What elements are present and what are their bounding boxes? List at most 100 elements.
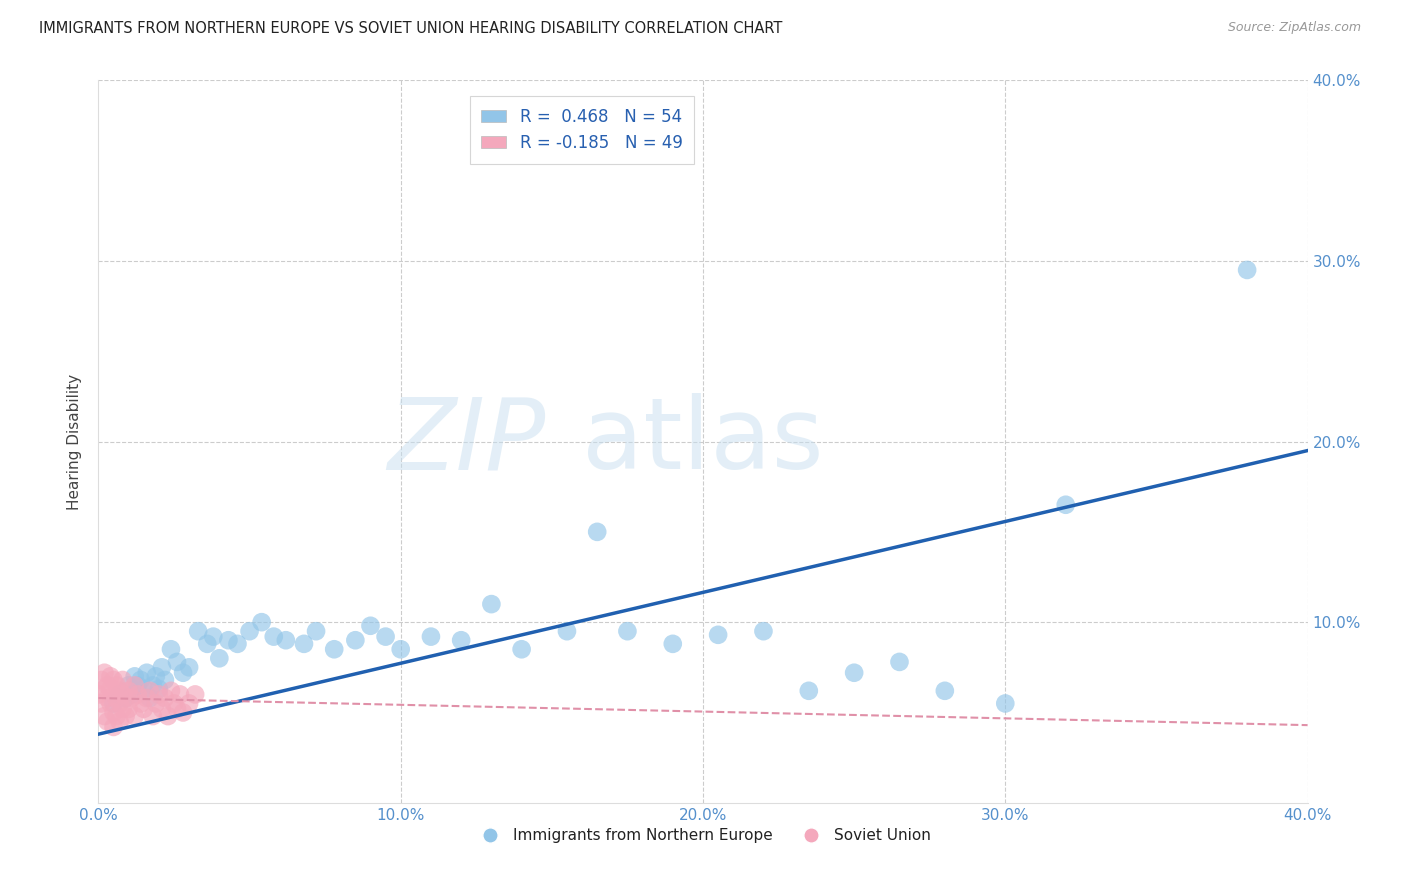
Point [844,665,866,680]
Point [111,687,134,701]
Point [156,709,179,723]
Point [305,624,328,639]
Point [90,673,112,687]
Text: IMMIGRANTS FROM NORTHERN EUROPE VS SOVIET UNION HEARING DISABILITY CORRELATION C: IMMIGRANTS FROM NORTHERN EUROPE VS SOVIE… [39,21,783,36]
Point [111,702,134,716]
Point [555,624,578,639]
Point [124,678,146,692]
Point [145,669,167,683]
Point [103,706,125,720]
Point [132,681,155,696]
Point [118,678,141,692]
Point [752,624,775,639]
Point [153,673,176,687]
Point [586,524,609,539]
Point [145,697,167,711]
Point [100,681,122,696]
Point [139,691,162,706]
Point [994,697,1017,711]
Point [1054,498,1077,512]
Point [114,709,136,723]
Point [111,673,134,687]
Point [127,687,149,701]
Point [114,691,136,706]
Point [105,709,128,723]
Point [103,673,125,687]
Text: Source: ZipAtlas.com: Source: ZipAtlas.com [1227,21,1361,34]
Point [90,697,112,711]
Point [108,683,131,698]
Point [889,655,911,669]
Point [179,697,201,711]
Point [153,691,176,706]
Point [208,651,231,665]
Point [202,630,225,644]
Point [160,683,183,698]
Point [93,681,115,696]
Point [179,660,201,674]
Point [150,702,173,716]
Point [226,637,249,651]
Point [96,691,118,706]
Point [121,687,143,701]
Point [148,681,170,696]
Point [707,628,730,642]
Point [135,691,157,706]
Point [103,697,125,711]
Point [450,633,472,648]
Point [96,678,118,692]
Point [323,642,346,657]
Point [187,624,209,639]
Text: ZIP: ZIP [388,393,546,490]
Point [166,702,188,716]
Point [163,697,186,711]
Point [142,709,165,723]
Point [121,691,143,706]
Point [263,630,285,644]
Point [108,697,131,711]
Point [481,597,503,611]
Legend: Immigrants from Northern Europe, Soviet Union: Immigrants from Northern Europe, Soviet … [470,822,936,849]
Point [96,714,118,729]
Point [118,702,141,716]
Point [160,642,183,657]
Point [934,683,956,698]
Point [108,714,131,729]
Point [374,630,396,644]
Point [172,706,194,720]
Point [142,678,165,692]
Point [124,709,146,723]
Point [87,687,110,701]
Point [510,642,533,657]
Point [132,702,155,716]
Point [195,637,218,651]
Point [166,655,188,669]
Point [292,637,315,651]
Point [797,683,820,698]
Point [105,691,128,706]
Point [135,665,157,680]
Point [239,624,262,639]
Point [1236,263,1258,277]
Point [148,687,170,701]
Text: atlas: atlas [582,393,824,490]
Y-axis label: Hearing Disability: Hearing Disability [67,374,83,509]
Point [127,678,149,692]
Point [129,697,152,711]
Point [420,630,443,644]
Point [661,637,683,651]
Point [139,683,162,698]
Point [344,633,367,648]
Point [100,697,122,711]
Point [93,709,115,723]
Point [129,673,152,687]
Point [616,624,638,639]
Point [172,665,194,680]
Point [93,665,115,680]
Point [103,720,125,734]
Point [389,642,412,657]
Point [108,687,131,701]
Point [124,669,146,683]
Point [114,691,136,706]
Point [274,633,297,648]
